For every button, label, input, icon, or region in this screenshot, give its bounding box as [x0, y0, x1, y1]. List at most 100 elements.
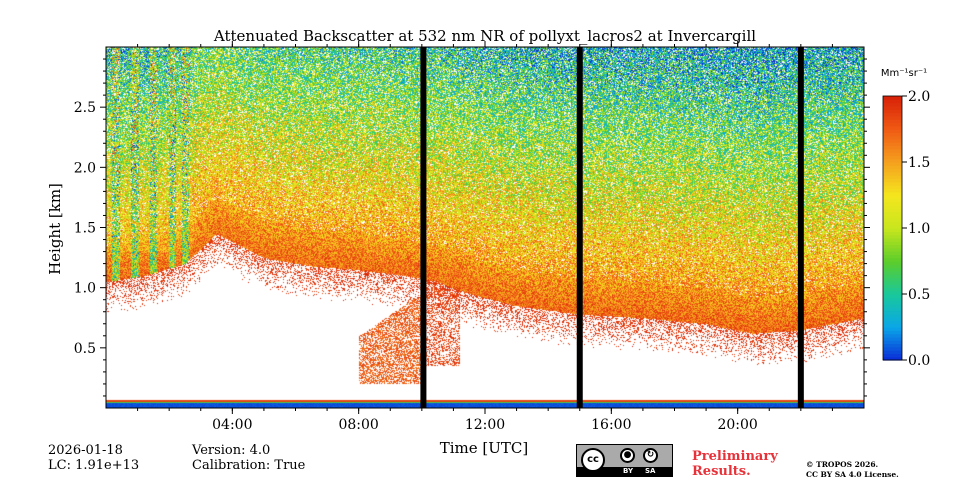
colorbar-segment — [883, 168, 902, 173]
colorbar-segment — [883, 218, 902, 222]
date-label: 2026-01-18 — [48, 443, 123, 458]
backscatter-heatmap — [106, 47, 864, 408]
colorbar-segment — [883, 336, 902, 341]
colorbar-segment — [883, 148, 902, 153]
version-label: Version: 4.0 — [192, 443, 271, 458]
data-gap-bar-2 — [576, 47, 583, 408]
colorbar-segment — [883, 307, 902, 312]
colorbar-segment — [883, 158, 902, 163]
colorbar-segment — [883, 125, 902, 130]
colorbar-segment — [883, 142, 902, 147]
colorbar-segment — [883, 300, 902, 305]
colorbar-segment — [883, 181, 902, 186]
copyright-line-1: © TROPOS 2026. — [806, 460, 879, 469]
colorbar-segment — [883, 188, 902, 193]
preliminary-results-note: Preliminary Results. — [692, 449, 778, 479]
colorbar-segment — [883, 231, 902, 236]
lc-label: LC: 1.91e+13 — [48, 458, 140, 473]
colorbar-unit-label: Mm⁻¹sr⁻¹ — [881, 68, 927, 79]
colorbar-segment — [883, 323, 902, 328]
data-gap-bar-1 — [420, 47, 427, 408]
colorbar-segment — [883, 264, 902, 269]
chart-title: Attenuated Backscatter at 532 nm NR of p… — [213, 27, 756, 45]
colorbar-segment — [883, 195, 902, 199]
colorbar-segment — [883, 119, 902, 123]
colorbar-segment — [883, 234, 902, 239]
colorbar-segment — [883, 297, 902, 302]
colorbar: 0.0 0.5 1.0 1.5 2.0 Mm⁻¹sr⁻¹ — [881, 68, 930, 369]
colorbar-segment — [883, 191, 902, 196]
badge-by-label: BY — [623, 467, 634, 475]
y-axis-label: Height [km] — [46, 183, 64, 275]
axes-ticks: 04:00 08:00 12:00 16:00 20:00 0.5 1.0 1.5 2.0 2.5 — [74, 41, 870, 433]
colorbar-segment — [883, 175, 902, 180]
colorbar-segment — [883, 277, 902, 282]
colorbar-tick-label: 1.5 — [908, 155, 930, 171]
colorbar-segment — [883, 274, 902, 279]
colorbar-segment — [883, 214, 902, 219]
colorbar-segment — [883, 96, 902, 100]
colorbar-segment — [883, 178, 902, 183]
colorbar-segment — [883, 162, 902, 166]
colorbar-segment — [883, 284, 902, 288]
cc-license-badge: cc ● ↻ BY SA — [576, 444, 673, 477]
colorbar-segment — [883, 129, 902, 133]
colorbar-segment — [883, 290, 902, 295]
colorbar-segment — [883, 152, 902, 156]
colorbar-segment — [883, 340, 902, 345]
colorbar-segment — [883, 198, 902, 203]
colorbar-tick-label: 2.0 — [908, 89, 930, 105]
colorbar-segment — [883, 241, 902, 246]
colorbar-segment — [883, 138, 902, 143]
colorbar-segment — [883, 350, 902, 354]
y-tick-label: 2.0 — [74, 160, 96, 176]
x-tick-label: 04:00 — [212, 417, 252, 433]
x-tick-label: 20:00 — [717, 417, 757, 433]
colorbar-segment — [883, 287, 902, 292]
colorbar-segment — [883, 99, 902, 104]
colorbar-segment — [883, 109, 902, 114]
colorbar-segment — [883, 115, 902, 120]
colorbar-segment — [883, 313, 902, 318]
colorbar-segment — [883, 165, 902, 170]
colorbar-segment — [883, 356, 902, 361]
x-tick-label: 12:00 — [465, 417, 505, 433]
colorbar-segment — [883, 294, 902, 298]
colorbar-segment — [883, 155, 902, 160]
share-alike-icon: ↻ — [643, 448, 658, 463]
x-axis-label: Time [UTC] — [440, 439, 529, 457]
colorbar-segment — [883, 317, 902, 321]
plot-area — [105, 46, 865, 409]
colorbar-segment — [883, 122, 902, 127]
colorbar-segment — [883, 208, 902, 213]
colorbar-tick-label: 0.0 — [908, 353, 930, 369]
colorbar-segment — [883, 224, 902, 229]
colorbar-segment — [883, 333, 902, 338]
colorbar-segment — [883, 171, 902, 176]
colorbar-segment — [883, 247, 902, 252]
y-tick-label: 0.5 — [74, 341, 96, 357]
tropos-copyright: © TROPOS 2026. CC BY SA 4.0 License. — [806, 460, 899, 480]
y-tick-label: 1.5 — [74, 221, 96, 237]
colorbar-segment — [883, 228, 902, 232]
copyright-line-2: CC BY SA 4.0 License. — [806, 470, 899, 479]
colorbar-segment — [883, 267, 902, 272]
preliminary-line-1: Preliminary — [692, 449, 778, 464]
colorbar-segment — [883, 254, 902, 259]
badge-sa-label: SA — [645, 467, 656, 475]
colorbar-segment — [883, 303, 902, 308]
colorbar-segment — [883, 112, 902, 117]
calibration-label: Calibration: True — [192, 458, 306, 473]
colorbar-segment — [883, 343, 902, 348]
colorbar-segment — [883, 204, 902, 209]
preliminary-line-2: Results. — [692, 464, 751, 479]
badge-strip — [577, 467, 672, 476]
colorbar-segment — [883, 257, 902, 262]
colorbar-segment — [883, 330, 902, 335]
colorbar-segment — [883, 251, 902, 255]
colorbar-segment — [883, 261, 902, 265]
y-tick-label: 1.0 — [74, 281, 96, 297]
colorbar-segment — [883, 201, 902, 206]
colorbar-segment — [883, 185, 902, 189]
